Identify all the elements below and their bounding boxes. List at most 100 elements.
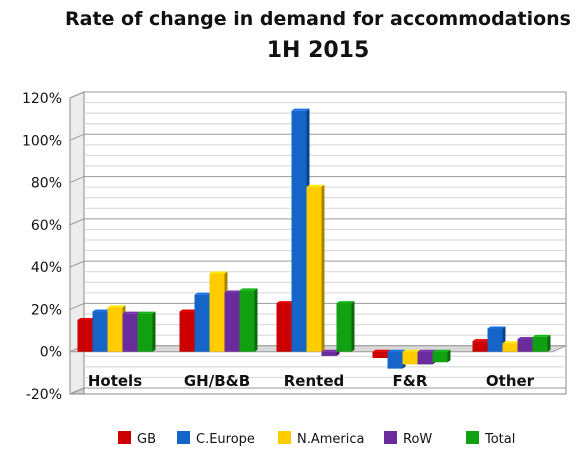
bar-top <box>517 337 536 340</box>
legend-swatch <box>278 431 291 444</box>
legend-swatch <box>384 431 397 444</box>
legend-label: RoW <box>403 432 432 447</box>
bar-face <box>336 303 352 352</box>
bar-face <box>502 343 518 352</box>
bar <box>306 184 325 352</box>
bar-top <box>336 301 355 304</box>
bar-top <box>472 339 491 342</box>
bar-face <box>107 307 123 352</box>
gridline-side <box>69 260 85 268</box>
bar-top <box>417 349 436 352</box>
bar-face <box>122 313 138 352</box>
x-category-label: GH/B&B <box>184 372 250 390</box>
legend-label: GB <box>137 432 156 447</box>
bar-top <box>402 349 421 352</box>
bar-top <box>532 334 551 337</box>
y-tick-label: 0% <box>40 345 62 361</box>
bar-face <box>402 351 418 365</box>
legend: GB C.Europe N.America RoW Total <box>118 431 515 447</box>
bar-top <box>92 309 111 312</box>
legend-label: C.Europe <box>196 432 255 447</box>
bar-top <box>372 349 391 352</box>
bar-face <box>194 294 210 352</box>
bar-face <box>387 351 403 369</box>
chart-title: Rate of change in demand for accommodati… <box>65 8 571 30</box>
bar-top <box>387 349 406 352</box>
y-tick-label: 20% <box>31 302 62 318</box>
bar-top <box>306 184 325 187</box>
bar-top <box>107 305 126 308</box>
x-category-label: Rented <box>284 372 344 390</box>
bar-top <box>239 288 258 291</box>
x-axis-categories: Hotels GH/B&B Rented F&R Other <box>88 372 535 390</box>
bar <box>336 301 355 352</box>
bar-top <box>77 318 96 320</box>
y-tick-label: 40% <box>31 260 62 276</box>
y-tick-label: 80% <box>31 176 62 192</box>
bars <box>77 108 551 369</box>
legend-item: C.Europe <box>177 431 255 447</box>
gridline-side <box>69 176 85 184</box>
bar-face <box>276 303 292 352</box>
bar-top <box>179 309 198 312</box>
bar-top <box>321 349 340 352</box>
bar <box>432 349 451 363</box>
bar-face <box>532 336 548 352</box>
bar-face <box>472 341 488 352</box>
bar-top <box>276 301 295 304</box>
gridline-side <box>69 218 85 226</box>
x-category-label: F&R <box>393 372 428 390</box>
bar-face <box>77 320 93 352</box>
bar-face <box>224 292 240 352</box>
bar-face <box>179 311 195 352</box>
bar-side <box>547 334 551 352</box>
bar-face <box>92 311 108 352</box>
chart-subtitle: 1H 2015 <box>267 38 370 63</box>
bar-side <box>447 349 451 363</box>
x-category-label: Hotels <box>88 372 142 390</box>
bar-side <box>351 301 355 352</box>
bar-top <box>291 108 310 111</box>
bar <box>239 288 258 352</box>
bar-top <box>502 341 521 344</box>
bar <box>532 334 551 352</box>
y-tick-label: 60% <box>31 218 62 234</box>
gridline-side <box>69 91 85 99</box>
bar-side <box>152 311 156 352</box>
legend-item: N.America <box>278 431 364 447</box>
bar-face <box>306 186 322 352</box>
bar-side <box>321 184 325 352</box>
y-axis-ticks: -20% 0% 20% 40% 60% 80% 100% 120% <box>22 91 62 403</box>
bar-face <box>417 351 433 365</box>
gridline-side <box>69 133 85 141</box>
legend-item: RoW <box>384 431 432 447</box>
bar-face <box>137 313 153 352</box>
bar-top <box>224 290 243 293</box>
bar-top <box>137 311 156 314</box>
gridline-side <box>69 387 85 395</box>
bar-face <box>517 339 533 352</box>
bar-top <box>194 292 213 295</box>
bar-face <box>487 328 503 352</box>
legend-label: N.America <box>297 432 364 447</box>
legend-item: Total <box>466 431 515 447</box>
bar-face <box>291 110 307 352</box>
legend-swatch <box>177 431 190 444</box>
bar-face <box>432 351 448 363</box>
legend-item: GB <box>118 431 156 447</box>
bar-top <box>122 311 141 314</box>
y-tick-label: -20% <box>26 387 62 403</box>
bar <box>137 311 156 352</box>
bar <box>487 326 506 352</box>
y-tick-label: 120% <box>22 91 62 107</box>
legend-label: Total <box>484 432 515 447</box>
y-tick-label: 100% <box>22 133 62 149</box>
bar-face <box>372 351 388 359</box>
bar-top <box>487 326 506 329</box>
bar-face <box>239 290 255 352</box>
bar-side <box>254 288 258 352</box>
legend-swatch <box>466 431 479 444</box>
legend-swatch <box>118 431 131 444</box>
bar-face <box>321 351 337 356</box>
